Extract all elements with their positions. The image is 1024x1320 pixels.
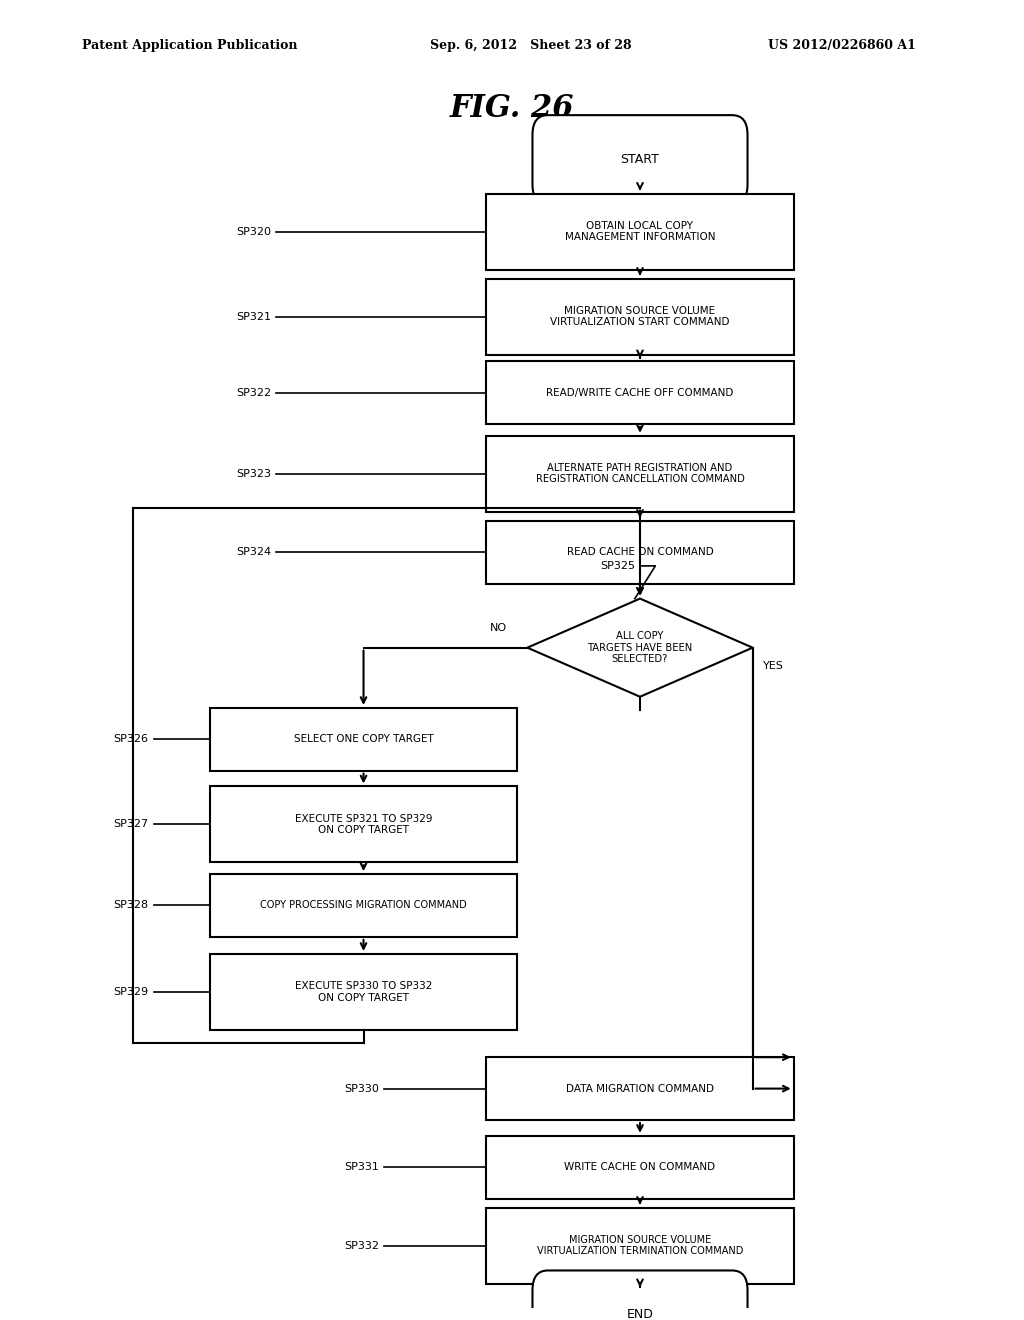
Text: SP332: SP332 <box>344 1241 379 1250</box>
FancyBboxPatch shape <box>486 521 794 583</box>
FancyBboxPatch shape <box>532 1270 748 1320</box>
Text: EXECUTE SP321 TO SP329
ON COPY TARGET: EXECUTE SP321 TO SP329 ON COPY TARGET <box>295 813 432 836</box>
Text: US 2012/0226860 A1: US 2012/0226860 A1 <box>768 40 915 53</box>
Text: ALL COPY
TARGETS HAVE BEEN
SELECTED?: ALL COPY TARGETS HAVE BEEN SELECTED? <box>588 631 692 664</box>
Text: ALTERNATE PATH REGISTRATION AND
REGISTRATION CANCELLATION COMMAND: ALTERNATE PATH REGISTRATION AND REGISTRA… <box>536 463 744 484</box>
FancyBboxPatch shape <box>210 787 517 862</box>
Text: SP327: SP327 <box>114 820 148 829</box>
FancyBboxPatch shape <box>210 954 517 1030</box>
FancyBboxPatch shape <box>486 194 794 269</box>
Text: COPY PROCESSING MIGRATION COMMAND: COPY PROCESSING MIGRATION COMMAND <box>260 900 467 911</box>
Text: DATA MIGRATION COMMAND: DATA MIGRATION COMMAND <box>566 1084 714 1093</box>
Text: MIGRATION SOURCE VOLUME
VIRTUALIZATION START COMMAND: MIGRATION SOURCE VOLUME VIRTUALIZATION S… <box>550 306 730 327</box>
Text: SP323: SP323 <box>237 469 271 479</box>
FancyBboxPatch shape <box>210 874 517 937</box>
Text: SP329: SP329 <box>114 987 148 997</box>
Text: OBTAIN LOCAL COPY
MANAGEMENT INFORMATION: OBTAIN LOCAL COPY MANAGEMENT INFORMATION <box>565 220 715 243</box>
Text: SP326: SP326 <box>114 734 148 744</box>
FancyBboxPatch shape <box>210 708 517 771</box>
FancyBboxPatch shape <box>486 436 794 512</box>
Text: NO: NO <box>489 623 507 634</box>
Text: SP325: SP325 <box>600 561 635 570</box>
Text: SP320: SP320 <box>237 227 271 236</box>
Text: READ CACHE ON COMMAND: READ CACHE ON COMMAND <box>566 548 714 557</box>
Text: MIGRATION SOURCE VOLUME
VIRTUALIZATION TERMINATION COMMAND: MIGRATION SOURCE VOLUME VIRTUALIZATION T… <box>537 1234 743 1257</box>
Text: SELECT ONE COPY TARGET: SELECT ONE COPY TARGET <box>294 734 433 744</box>
Text: FIG. 26: FIG. 26 <box>450 94 574 124</box>
Polygon shape <box>527 598 753 697</box>
Text: WRITE CACHE ON COMMAND: WRITE CACHE ON COMMAND <box>564 1162 716 1172</box>
Text: READ/WRITE CACHE OFF COMMAND: READ/WRITE CACHE OFF COMMAND <box>547 388 733 397</box>
FancyBboxPatch shape <box>486 1057 794 1119</box>
FancyBboxPatch shape <box>486 279 794 355</box>
FancyBboxPatch shape <box>486 1208 794 1283</box>
Text: SP331: SP331 <box>344 1162 379 1172</box>
Text: SP324: SP324 <box>237 548 271 557</box>
Text: START: START <box>621 153 659 166</box>
FancyBboxPatch shape <box>532 115 748 205</box>
Text: Sep. 6, 2012   Sheet 23 of 28: Sep. 6, 2012 Sheet 23 of 28 <box>430 40 632 53</box>
Text: SP321: SP321 <box>237 312 271 322</box>
Text: Patent Application Publication: Patent Application Publication <box>82 40 297 53</box>
Text: YES: YES <box>763 661 783 671</box>
FancyBboxPatch shape <box>486 362 794 424</box>
FancyBboxPatch shape <box>486 1135 794 1199</box>
Text: SP322: SP322 <box>237 388 271 397</box>
Text: SP330: SP330 <box>344 1084 379 1093</box>
Text: SP328: SP328 <box>114 900 148 911</box>
Text: END: END <box>627 1308 653 1320</box>
Text: EXECUTE SP330 TO SP332
ON COPY TARGET: EXECUTE SP330 TO SP332 ON COPY TARGET <box>295 981 432 1003</box>
